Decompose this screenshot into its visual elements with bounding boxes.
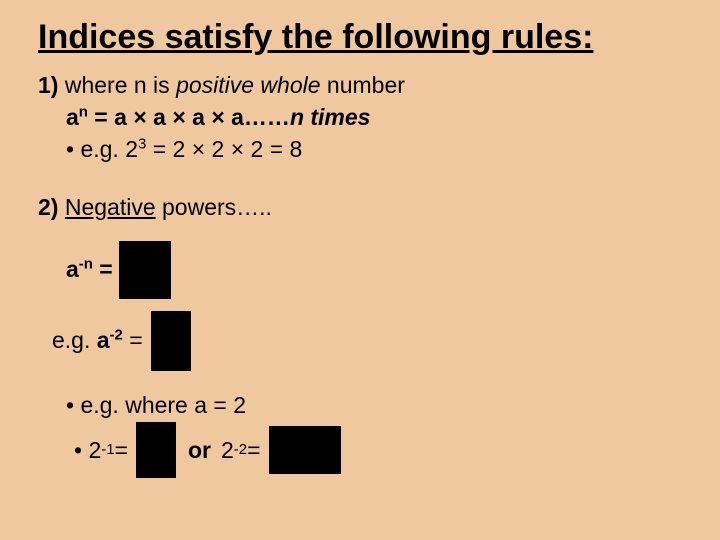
bottom-or: or: [188, 437, 211, 464]
bottom-ex1-eq: =: [115, 437, 128, 464]
rule2-example-label: e.g. a-2 =: [38, 327, 143, 354]
rule1-text2: number: [321, 72, 405, 98]
rule1-formula-sup: n: [79, 103, 88, 120]
rule1-number: 1): [38, 72, 58, 98]
rule2-eg-base: a: [97, 327, 110, 353]
rule1-formula-base: a: [66, 104, 79, 130]
rule1-text1: where n is: [58, 72, 176, 98]
rule1-eg-rest: = 2 × 2 × 2 = 8: [146, 136, 302, 162]
bottom-ex2-base: 2: [221, 437, 234, 464]
rule1-formula-rest: = a × a × a × a……: [88, 104, 290, 130]
hidden-answer-box: [119, 241, 171, 299]
rule1-example: e.g. 23 = 2 × 2 × 2 = 8: [38, 135, 690, 165]
rule1-ntimes: n times: [290, 104, 371, 130]
rule2-formula-eq: =: [93, 256, 113, 282]
rule1-eg-pre: e.g. 2: [80, 136, 138, 162]
rule2-negative: Negative: [65, 194, 156, 220]
rule1-italic: positive whole: [176, 72, 320, 98]
rule2-formula-sup: -n: [79, 255, 93, 272]
hidden-answer-box: [136, 422, 176, 478]
rule2-formula-row: a-n =: [38, 241, 690, 299]
bullet-marker: •: [66, 437, 88, 464]
bottom-ex2-eq: =: [247, 437, 260, 464]
rule2-eg-pre: e.g.: [52, 327, 97, 353]
hidden-answer-box: [269, 426, 341, 474]
rule1-lead: 1) where n is positive whole number: [38, 71, 690, 101]
rule2-formula-label: a-n =: [38, 256, 113, 283]
bottom-where: e.g. where a = 2: [38, 391, 690, 421]
hidden-answer-box: [151, 311, 191, 371]
bottom-block: e.g. where a = 2 • 2-1 = or 2-2 =: [38, 391, 690, 479]
rule2-lead: 2) Negative powers…..: [38, 193, 690, 223]
rule1-formula: an = a × a × a × a……n times: [38, 103, 690, 133]
rule2-eg-sup: -2: [110, 326, 123, 343]
bottom-where-text: e.g. where a = 2: [80, 392, 246, 418]
rule2-eg-eq: =: [123, 327, 143, 353]
bottom-equation-row: • 2-1 = or 2-2 =: [38, 422, 690, 478]
slide-title: Indices satisfy the following rules:: [38, 18, 690, 57]
rule2-number: 2): [38, 194, 58, 220]
rule2-rest: powers…..: [156, 194, 272, 220]
slide-container: Indices satisfy the following rules: 1) …: [0, 0, 720, 540]
bottom-ex1-base: 2: [88, 437, 101, 464]
rule2-example-row: e.g. a-2 =: [38, 311, 690, 371]
rule2-formula-base: a: [66, 256, 79, 282]
